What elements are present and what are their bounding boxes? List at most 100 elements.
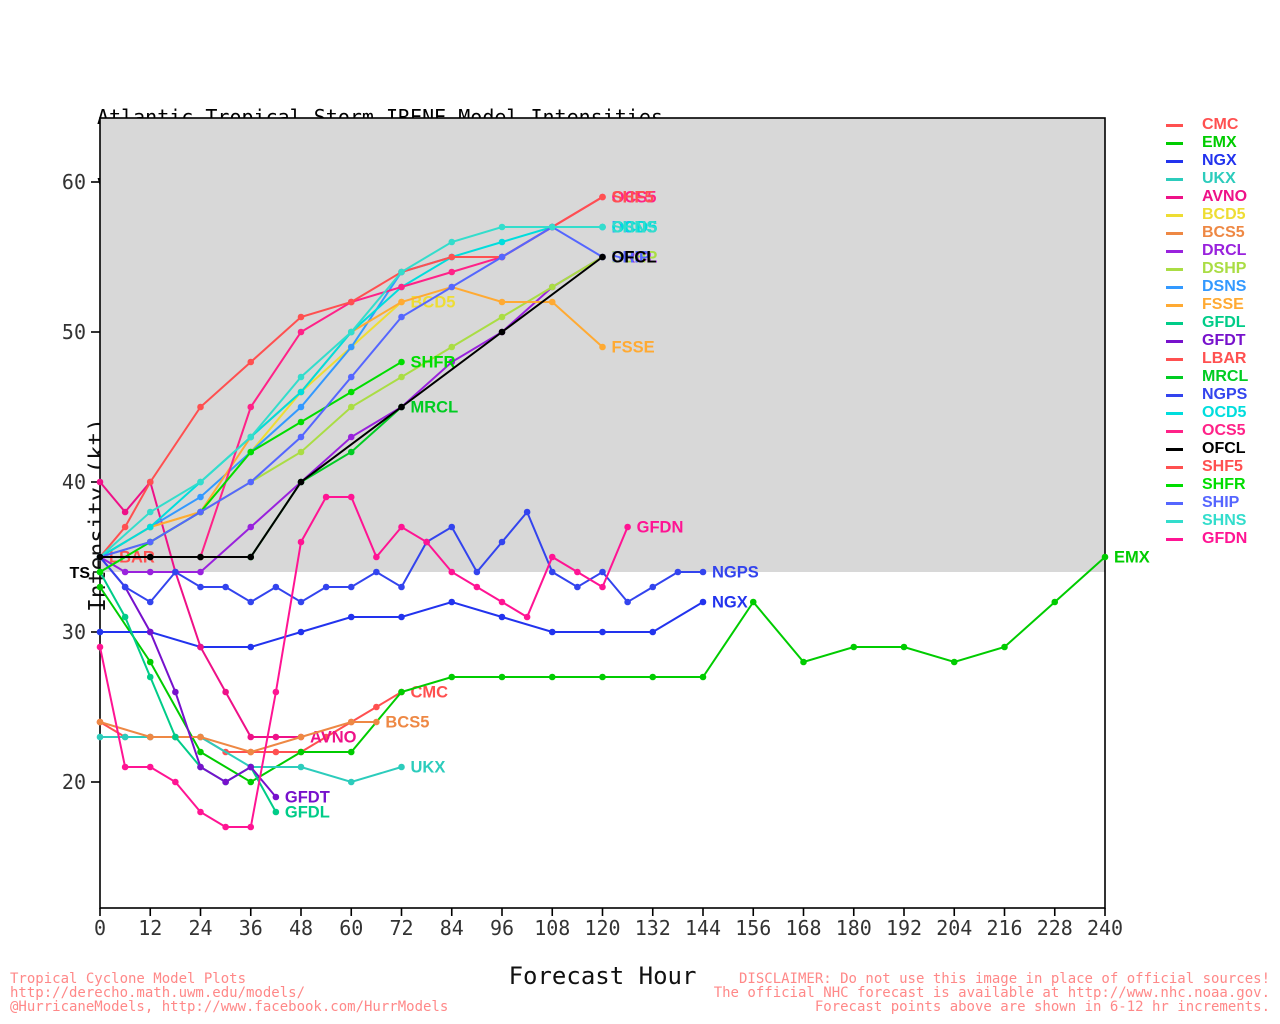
series-point-emx: [699, 673, 707, 681]
series-point-gfdt: [172, 688, 179, 696]
series-point-shns: [448, 238, 456, 246]
ts-label: TS: [70, 565, 91, 582]
series-line-ngx: [100, 600, 704, 648]
x-tick-label: 120: [584, 916, 620, 940]
series-point-ngx: [649, 628, 657, 636]
series-point-gfdn: [322, 493, 330, 501]
series-point-ngx: [96, 628, 104, 636]
series-point-ngps: [347, 583, 355, 591]
series-point-ngps: [448, 523, 456, 531]
legend-dash-icon: [1166, 177, 1183, 181]
series-point-ngps: [624, 598, 631, 606]
series-end-label-ngx: NGX: [712, 594, 748, 612]
series-point-shns: [498, 223, 506, 231]
legend-dash-icon: [1166, 339, 1183, 343]
series-point-bcs5: [197, 733, 204, 741]
series-point-shns: [297, 373, 305, 381]
x-tick-label: 180: [836, 916, 872, 940]
series-point-ngps: [398, 583, 405, 591]
series-point-gfdn: [272, 688, 280, 696]
series-end-label-bcs5: BCS5: [385, 714, 429, 732]
series-point-shns: [398, 268, 405, 276]
series-point-ofcl: [498, 328, 506, 336]
series-point-ngps: [699, 568, 707, 576]
legend-item-bcs5: BCS5: [1166, 224, 1248, 242]
series-end-label-ukx: UKX: [411, 759, 446, 777]
series-point-ocs5: [297, 328, 305, 336]
series-end-label-shns: SHNS: [612, 219, 658, 237]
legend-item-label: SHFR: [1202, 476, 1246, 493]
x-tick-label: 240: [1087, 916, 1123, 940]
series-point-dshp: [448, 343, 456, 351]
series-point-gfdn: [197, 808, 204, 816]
legend-dash-icon: [1166, 267, 1183, 271]
series-point-shns: [347, 328, 355, 336]
series-point-mrcl: [347, 448, 355, 456]
series-point-drcl: [448, 358, 456, 366]
legend-item-label: NGPS: [1202, 386, 1248, 403]
series-point-cmc: [322, 733, 330, 741]
series-point-gfdl: [146, 673, 154, 681]
series-point-bcs5: [297, 733, 305, 741]
series-point-ngps: [172, 568, 179, 576]
series-point-ship: [297, 433, 305, 441]
series-point-ngps: [548, 568, 556, 576]
series-point-emx: [197, 748, 204, 756]
legend-item-fsse: FSSE: [1166, 296, 1248, 314]
series-point-ngx: [247, 643, 255, 651]
series-point-gfdt: [272, 793, 280, 801]
series-end-label-ngps: NGPS: [712, 564, 759, 582]
legend-dash-icon: [1166, 213, 1183, 217]
series-end-label-ocs5: OCS5: [612, 189, 657, 207]
footer-disclaimer: DISCLAIMER: Do not use this image in pla…: [714, 972, 1270, 1014]
x-tick-label: 48: [289, 916, 313, 940]
series-end-label-fsse: FSSE: [612, 339, 655, 357]
series-point-ngps: [247, 598, 255, 606]
series-point-gfdn: [548, 553, 556, 561]
series-point-gfdn: [297, 538, 305, 546]
x-tick-label: 216: [986, 916, 1022, 940]
series-line-emx: [99, 556, 1106, 784]
series-point-ukx: [297, 763, 305, 771]
legend-item-ngx: NGX: [1166, 152, 1248, 170]
legend: CMC EMX NGX UKX AVNO BCD5 BCS5 DRCL DSHP DSNS FSSE…: [1166, 116, 1248, 548]
legend-dash-icon: [1166, 249, 1183, 253]
legend-dash-icon: [1166, 483, 1183, 487]
series-point-ukx: [398, 763, 405, 771]
series-line-gfdn: [99, 496, 629, 828]
x-tick-label: 0: [94, 916, 106, 940]
legend-item-drcl: DRCL: [1166, 242, 1248, 260]
series-point-emx: [96, 583, 104, 591]
series-point-ofcl: [197, 553, 204, 561]
y-tick-label: 50: [62, 320, 86, 344]
series-point-shf5: [197, 403, 204, 411]
legend-item-label: NGX: [1202, 152, 1237, 169]
series-point-shf5: [297, 313, 305, 321]
legend-dash-icon: [1166, 357, 1183, 361]
series-point-drcl: [146, 568, 154, 576]
series-point-avno: [247, 733, 255, 741]
series-end-label-mrcl: MRCL: [411, 399, 459, 417]
series-point-gfdn: [599, 583, 606, 591]
legend-item-mrcl: MRCL: [1166, 368, 1248, 386]
series-point-emx: [347, 748, 355, 756]
legend-item-label: CMC: [1202, 116, 1239, 133]
legend-item-gfdn: GFDN: [1166, 530, 1248, 548]
footer-line: DISCLAIMER: Do not use this image in pla…: [738, 971, 1270, 987]
series-point-ofcl: [247, 553, 255, 561]
series-point-gfdt: [247, 763, 255, 771]
x-tick-label: 96: [490, 916, 514, 940]
series-point-drcl: [197, 568, 204, 576]
legend-dash-icon: [1166, 519, 1183, 523]
x-tick-label: 168: [785, 916, 821, 940]
x-tick-label: 72: [389, 916, 413, 940]
x-tick-label: 36: [239, 916, 263, 940]
legend-item-shns: SHNS: [1166, 512, 1248, 530]
footer-line: Forecast points above are shown in 6-12 …: [814, 999, 1270, 1015]
legend-dash-icon: [1166, 285, 1183, 289]
series-point-ship: [398, 313, 405, 321]
series-end-label-cmc: CMC: [411, 684, 449, 702]
series-point-emx: [649, 673, 657, 681]
legend-dash-icon: [1166, 375, 1183, 379]
